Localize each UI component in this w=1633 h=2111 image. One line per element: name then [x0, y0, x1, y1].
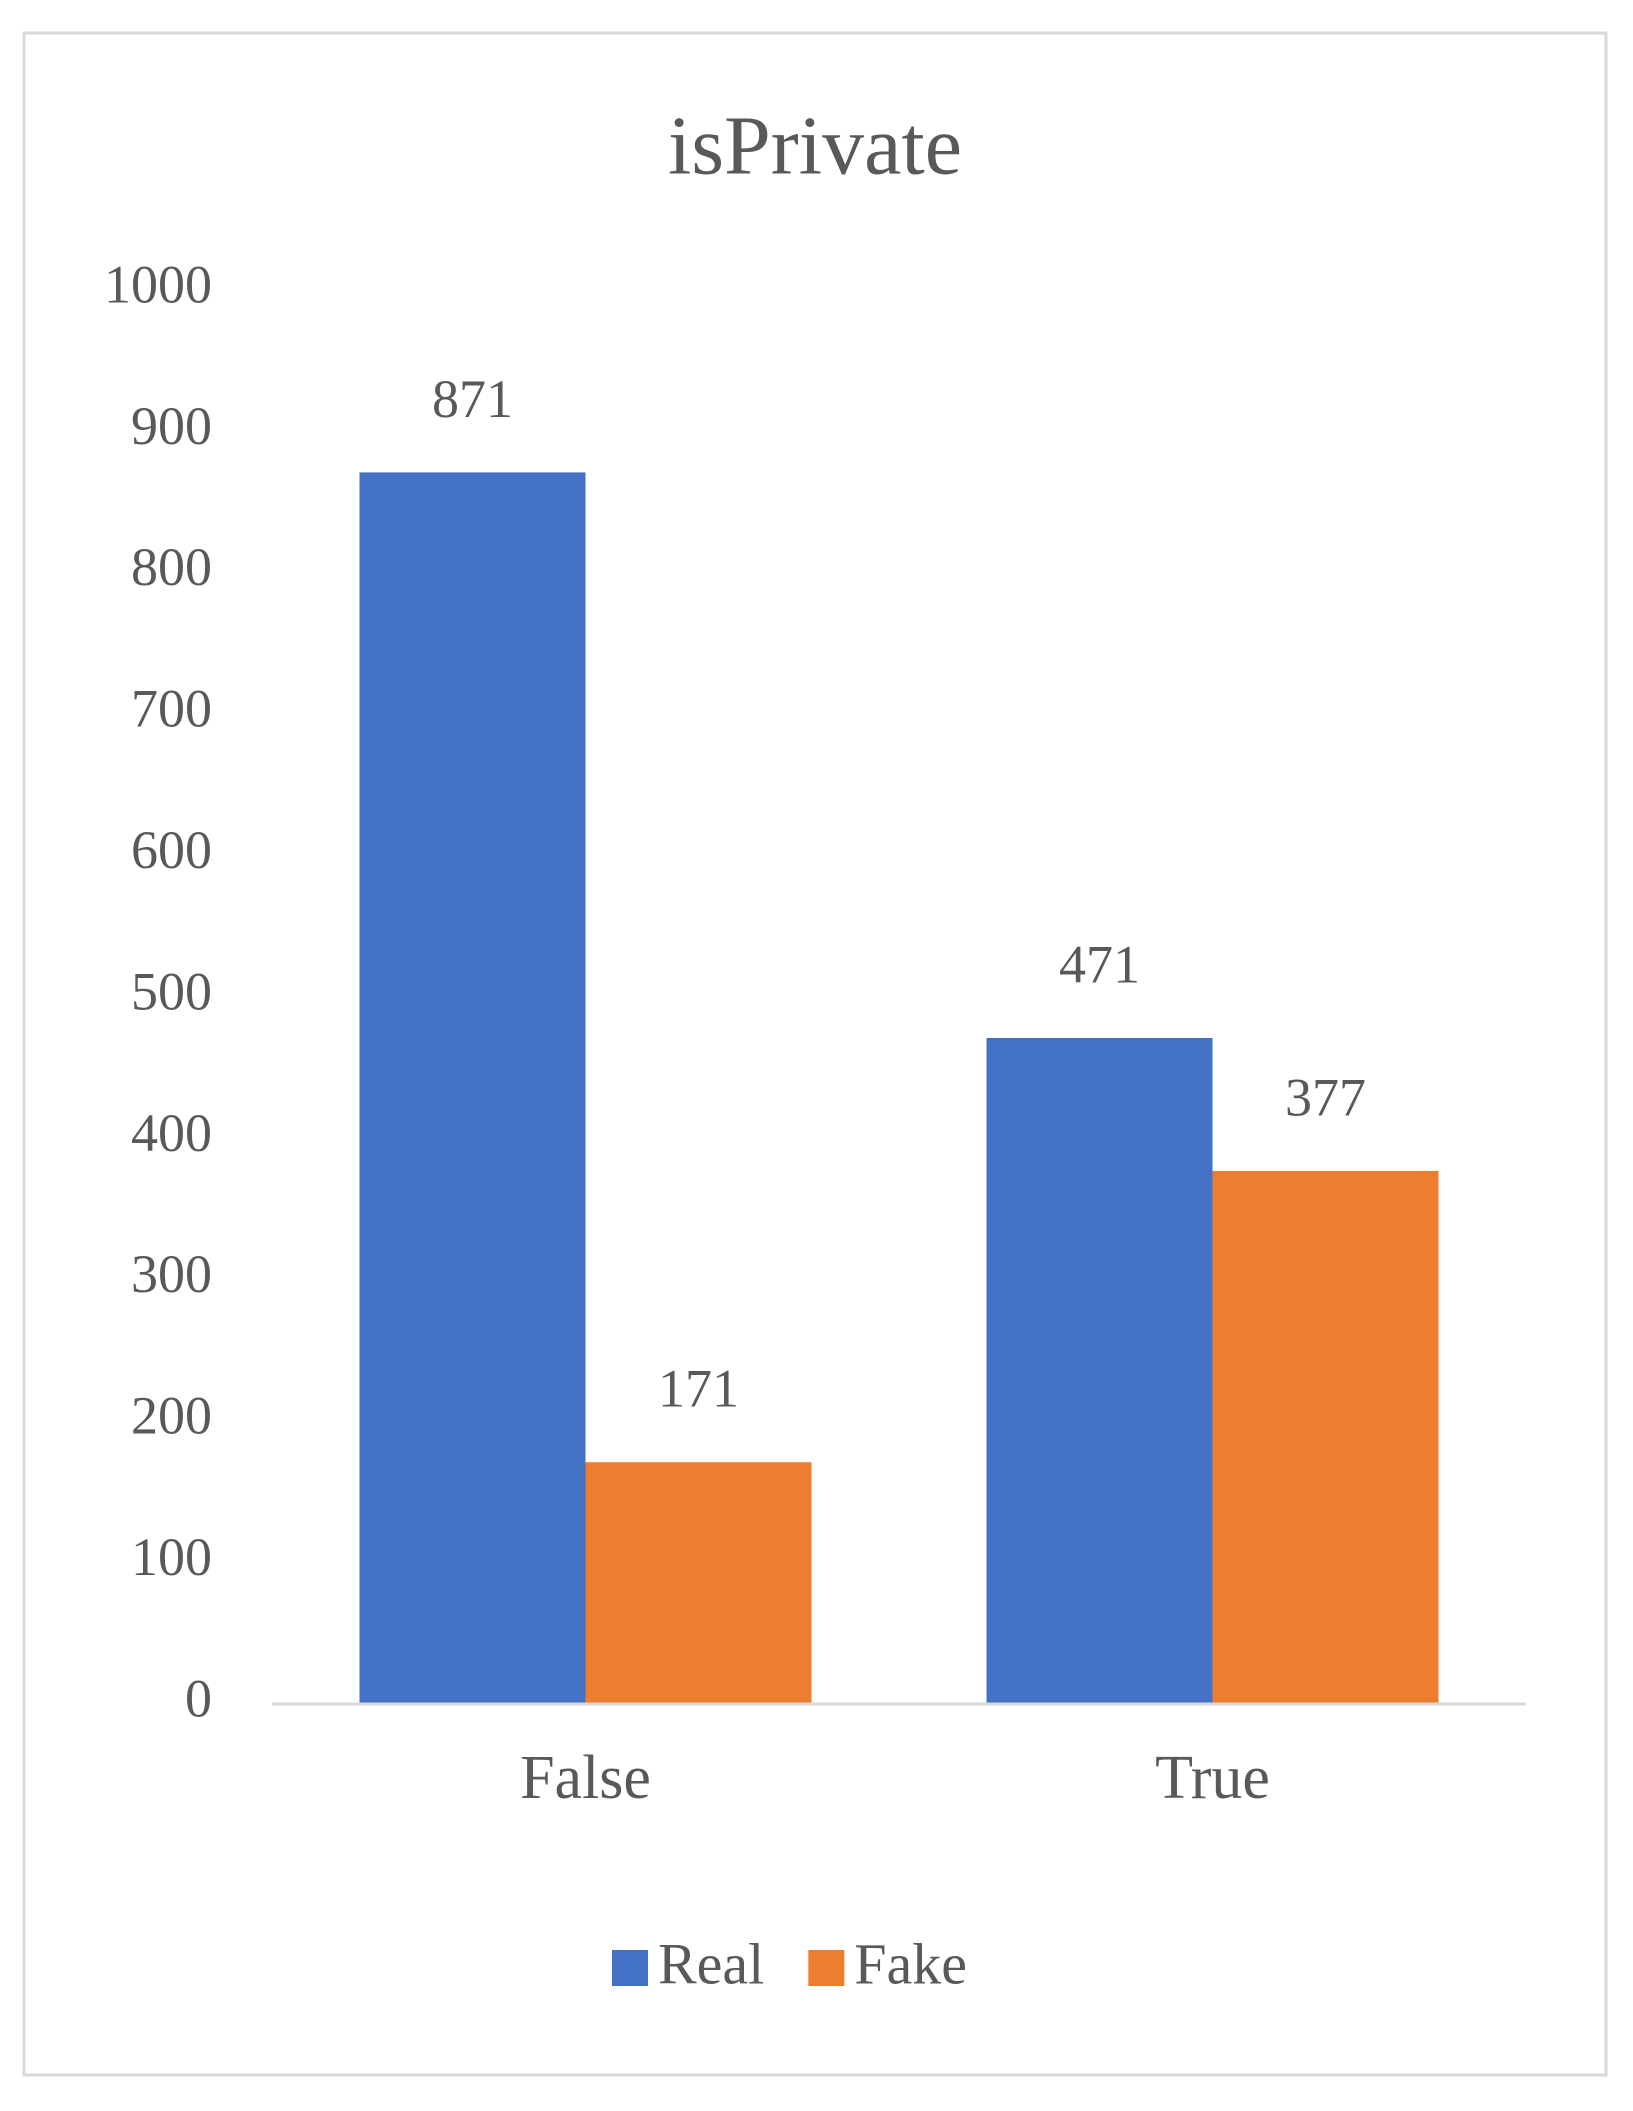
y-tick-label: 500: [131, 961, 212, 1021]
legend-swatch: [808, 1950, 845, 1986]
y-tick-label: 100: [131, 1527, 212, 1587]
data-label: 471: [1059, 934, 1140, 994]
bar: [1212, 1170, 1439, 1704]
bar: [585, 1462, 812, 1704]
bar: [359, 472, 586, 1704]
data-label: 871: [432, 369, 513, 429]
y-tick-label: 0: [185, 1668, 212, 1728]
y-tick-label: 300: [131, 1244, 212, 1304]
y-tick-label: 600: [131, 820, 212, 880]
y-tick-label: 200: [131, 1386, 212, 1446]
y-tick-label: 1000: [104, 254, 212, 314]
legend-label: Fake: [854, 1931, 967, 1996]
y-tick-label: 900: [131, 396, 212, 456]
x-tick-label: False: [520, 1744, 651, 1812]
chart-border: [22, 31, 1608, 2077]
data-label: 171: [658, 1359, 739, 1419]
bar: [986, 1038, 1213, 1704]
legend-label: Real: [658, 1931, 764, 1996]
legend-swatch: [612, 1950, 648, 1986]
x-tick-label: True: [1155, 1744, 1270, 1812]
y-tick-label: 800: [131, 537, 212, 597]
y-tick-label: 400: [131, 1103, 212, 1163]
chart-title: isPrivate: [668, 99, 962, 192]
y-tick-label: 700: [131, 679, 212, 739]
data-label: 377: [1285, 1067, 1366, 1127]
